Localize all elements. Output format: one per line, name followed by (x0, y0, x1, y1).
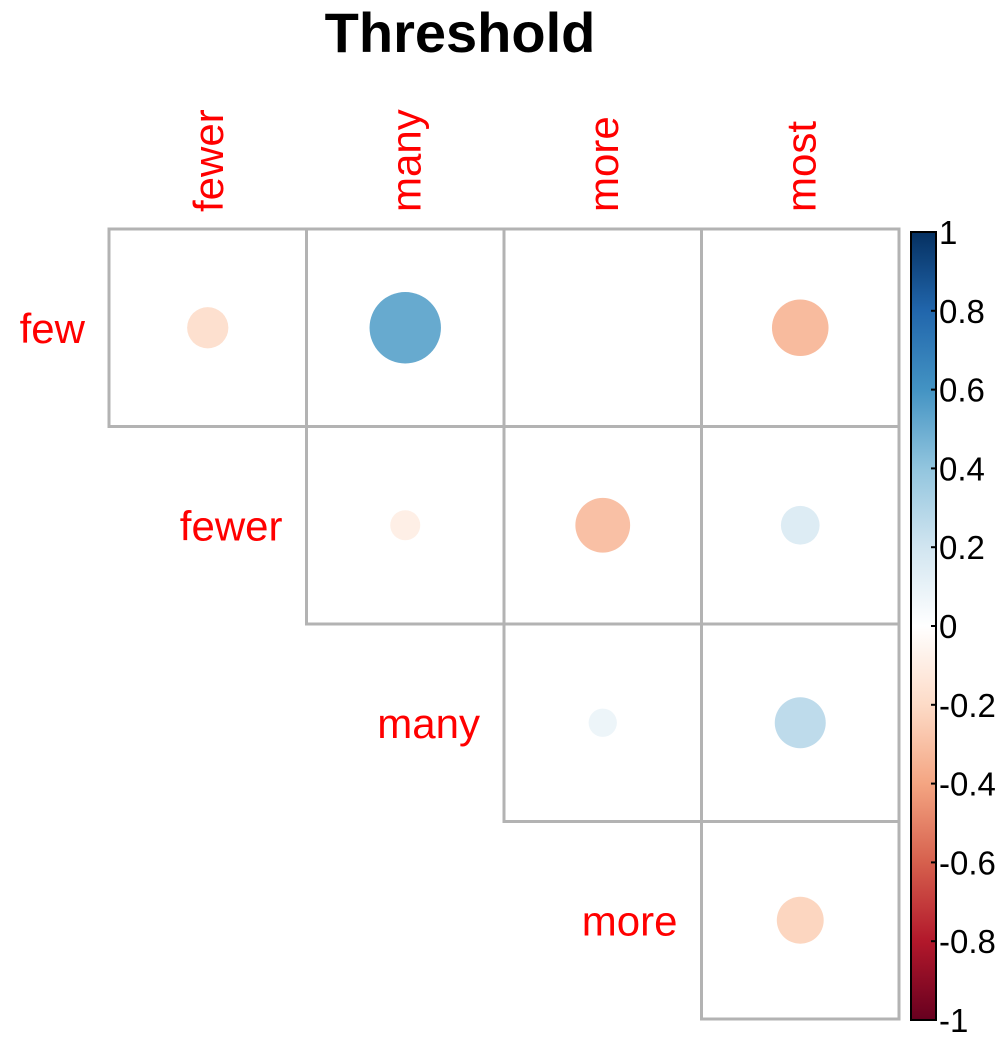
colorbar: 1 0.8 0.6 0.4 0.2 0 -0.2 -0.4 -0.6 -0.8 -1 (910, 214, 996, 1039)
column-label: many (382, 109, 429, 212)
matrix-cell (502, 622, 703, 823)
column-label: more (580, 116, 627, 212)
correlation-circle (390, 510, 421, 541)
chart-title: Threshold (325, 1, 596, 64)
correlation-circle (575, 497, 631, 553)
matrix-circles (187, 292, 829, 944)
column-label: most (777, 121, 824, 212)
correlation-circle (780, 505, 820, 545)
colorbar-ticks: 1 0.8 0.6 0.4 0.2 0 -0.2 -0.4 -0.6 -0.8 -1 (931, 214, 996, 1039)
matrix-cells (107, 227, 901, 1021)
colorbar-tick-label: -0.4 (939, 766, 996, 803)
colorbar-tick-label: 0.2 (939, 529, 985, 566)
correlation-circle (776, 896, 824, 944)
colorbar-tick-label: 0.4 (939, 450, 985, 487)
correlation-circle (187, 307, 229, 349)
row-label: many (377, 700, 480, 747)
colorbar-tick-label: 1 (939, 214, 957, 251)
correlation-circle (369, 292, 441, 364)
matrix-cell (502, 227, 703, 428)
correlation-circle (774, 697, 826, 749)
colorbar-tick-label: -0.8 (939, 923, 996, 960)
colorbar-tick-label: -0.2 (939, 687, 996, 724)
column-label: fewer (185, 109, 232, 212)
row-label: more (582, 897, 678, 944)
colorbar-tick-label: 0.8 (939, 293, 985, 330)
correlation-circle (588, 708, 617, 737)
colorbar-tick-label: -0.6 (939, 844, 996, 881)
row-label: fewer (180, 502, 283, 549)
row-labels: few fewer many more (20, 305, 678, 945)
colorbar-tick-label: -1 (939, 1002, 968, 1039)
column-labels: fewer many more most (185, 109, 825, 212)
row-label: few (20, 305, 86, 352)
colorbar-tick-label: 0 (939, 608, 957, 645)
correlation-circle (771, 299, 829, 357)
colorbar-tick-label: 0.6 (939, 372, 985, 409)
